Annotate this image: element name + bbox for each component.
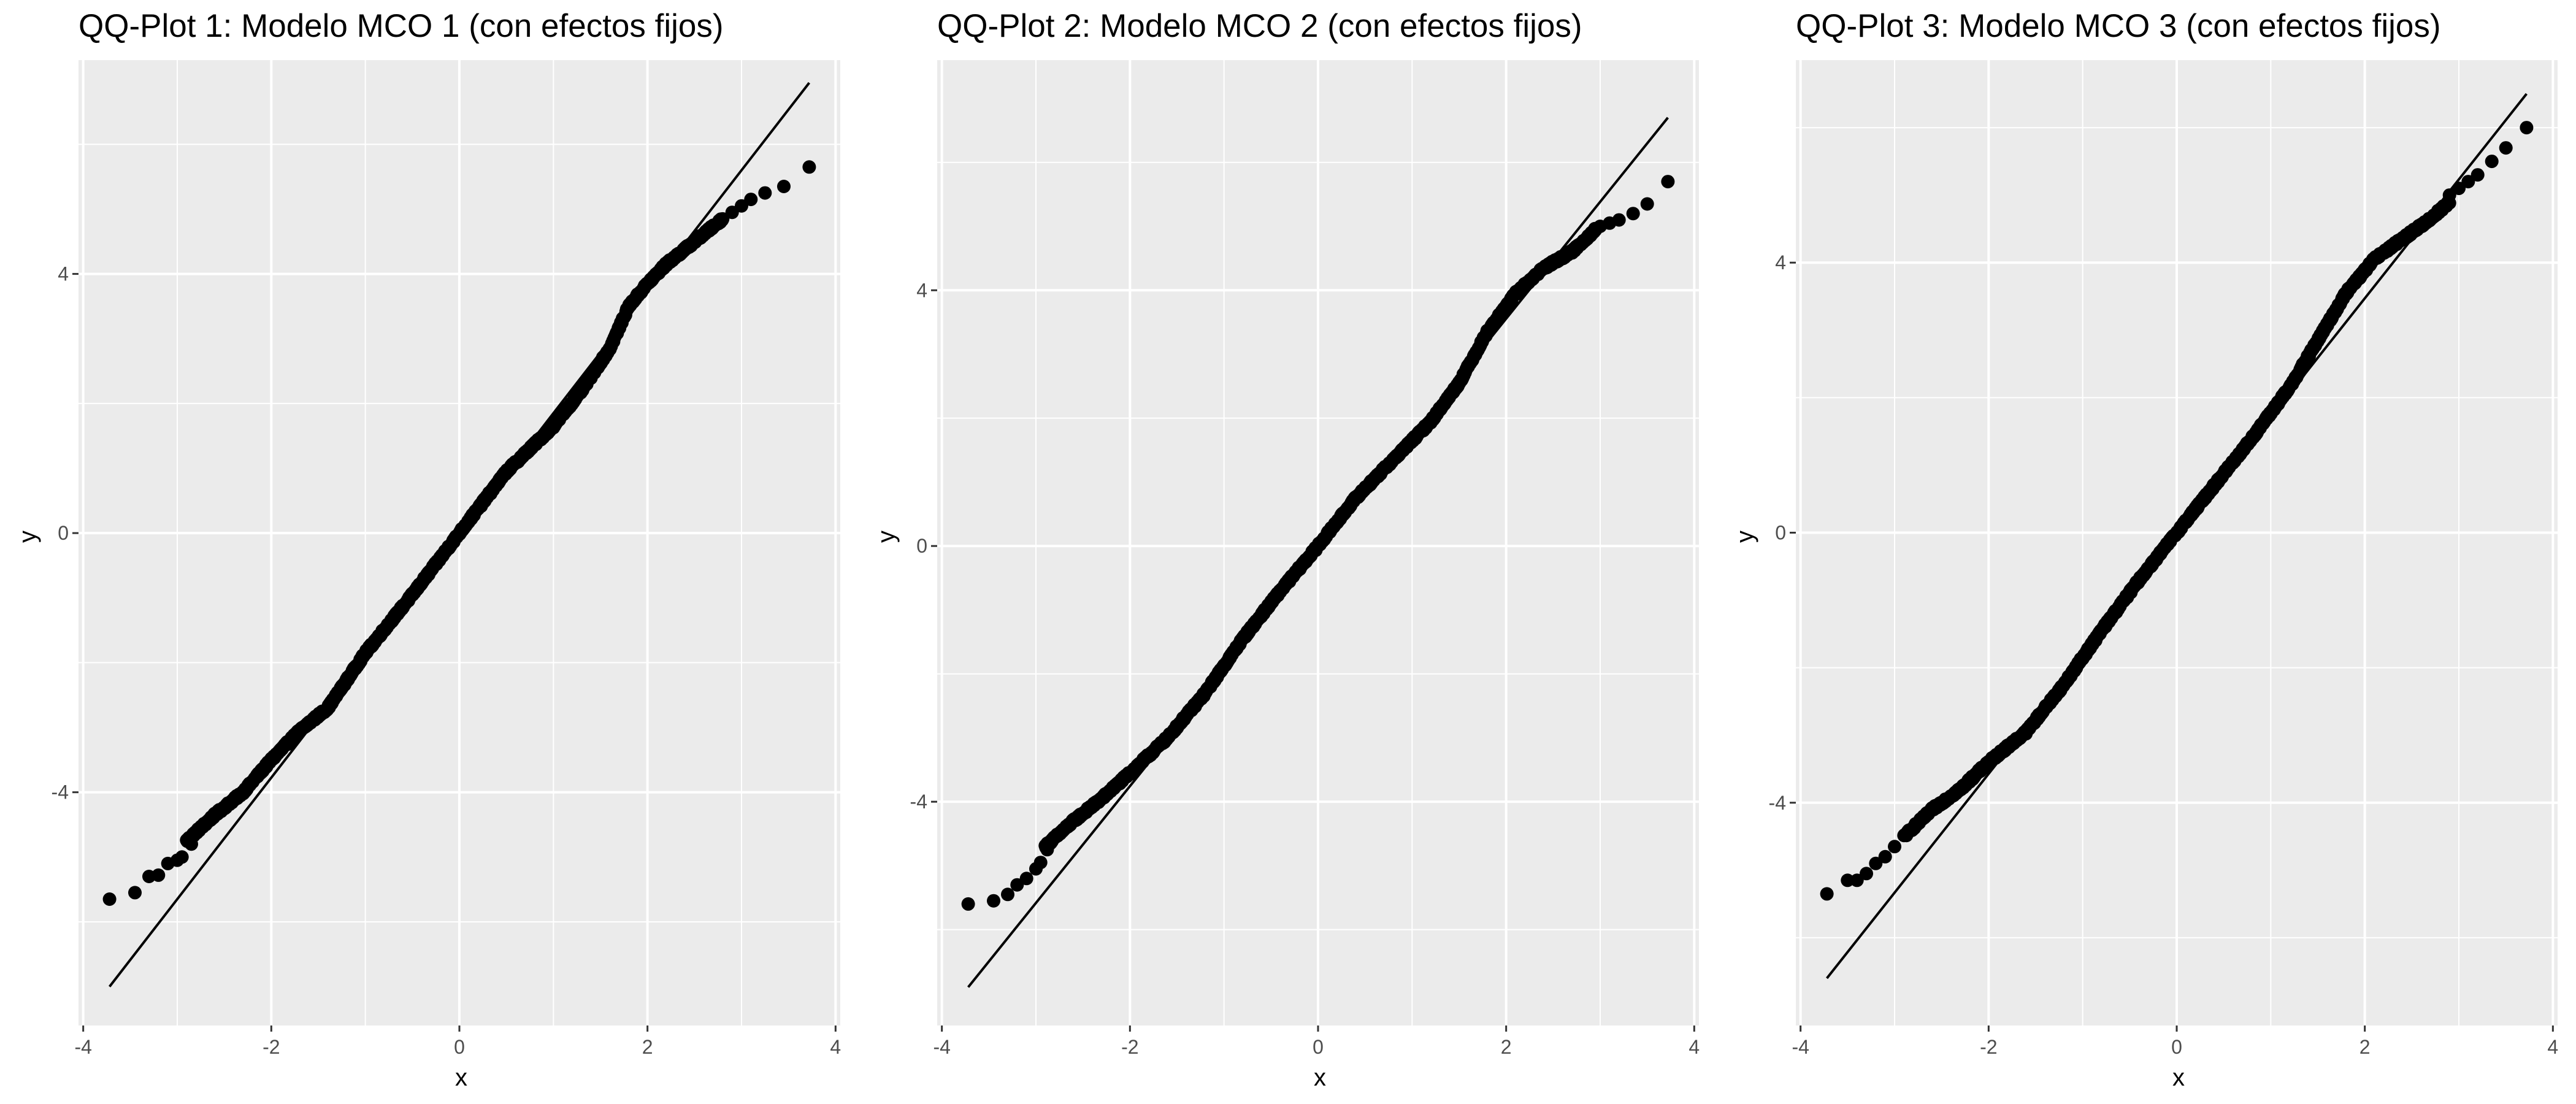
plot-area [79, 60, 840, 1025]
qq-point [1010, 878, 1024, 892]
qq-point [1878, 849, 1892, 864]
chart-title: QQ-Plot 3: Modelo MCO 3 (con efectos fij… [1796, 8, 2441, 44]
qq-point [735, 199, 748, 213]
x-tick-label: -4 [74, 1036, 91, 1058]
x-tick-label: 4 [2547, 1036, 2558, 1058]
qq-point [1019, 872, 1033, 886]
x-tick-label: 2 [642, 1036, 653, 1058]
qq-point [744, 193, 758, 207]
qq-point [102, 892, 117, 906]
y-tick-label: 4 [916, 279, 927, 301]
y-axis-title: y [14, 531, 41, 543]
qq-point [2485, 155, 2499, 169]
y-tick-label: 4 [1775, 251, 1786, 274]
y-axis-title: y [1731, 531, 1758, 543]
plot-area [1796, 60, 2558, 1025]
qq-plot-panel-1: QQ-Plot 1: Modelo MCO 1 (con efectos fij… [0, 0, 859, 1104]
qq-point [151, 868, 166, 882]
y-tick-label: 0 [1775, 521, 1786, 543]
x-tick-label: 4 [1689, 1036, 1700, 1058]
x-tick-label: -4 [1792, 1036, 1809, 1058]
qq-point [1841, 873, 1855, 887]
x-axis-title: x [2172, 1064, 2185, 1091]
qq-point [1860, 867, 1873, 881]
qq-point [185, 837, 198, 851]
qq-point [725, 205, 739, 220]
qq-point [758, 186, 772, 200]
y-tick-label: 0 [916, 535, 927, 557]
y-tick-label: 0 [58, 522, 69, 544]
x-tick-label: -2 [1980, 1036, 1997, 1058]
x-tick-label: 4 [830, 1036, 841, 1058]
x-tick-label: -2 [1121, 1036, 1138, 1058]
y-tick-label: 4 [58, 263, 69, 285]
y-tick-label: -4 [910, 791, 927, 813]
qq-point [987, 894, 1000, 908]
x-tick-label: 2 [1501, 1036, 1512, 1058]
qq-point [2442, 188, 2456, 202]
qq-point [1040, 843, 1054, 857]
x-tick-label: 2 [2359, 1036, 2371, 1058]
y-tick-label: -4 [52, 781, 69, 803]
qq-point [128, 886, 142, 900]
qq-point [1869, 856, 1883, 870]
chart-title: QQ-Plot 2: Modelo MCO 2 (con efectos fij… [937, 8, 1582, 44]
qq-point [175, 850, 189, 864]
qq-plot-panel-2: QQ-Plot 2: Modelo MCO 2 (con efectos fij… [859, 0, 1717, 1104]
qq-plot-2-svg: QQ-Plot 2: Modelo MCO 2 (con efectos fij… [873, 8, 1700, 1091]
x-tick-label: 0 [1313, 1036, 1324, 1058]
qq-point [1888, 840, 1901, 854]
y-tick-label: -4 [1769, 792, 1786, 814]
y-axis-title: y [873, 531, 900, 543]
qq-plot-1-svg: QQ-Plot 1: Modelo MCO 1 (con efectos fij… [14, 8, 841, 1091]
qq-point [2499, 141, 2513, 155]
qq-point [2452, 182, 2466, 196]
x-tick-label: -4 [933, 1036, 950, 1058]
chart-title: QQ-Plot 1: Modelo MCO 1 (con efectos fij… [79, 8, 724, 44]
qq-point [1640, 197, 1654, 211]
qq-point [777, 180, 791, 193]
qq-plot-panel-3: QQ-Plot 3: Modelo MCO 3 (con efectos fij… [1717, 0, 2576, 1104]
x-tick-label: 0 [2171, 1036, 2182, 1058]
qq-point [2471, 168, 2485, 182]
x-tick-label: 0 [454, 1036, 465, 1058]
qq-point [1612, 213, 1626, 227]
plot-area [937, 60, 1699, 1025]
qq-point [2520, 121, 2534, 135]
qq-point [961, 897, 975, 911]
qq-point [716, 212, 730, 226]
x-tick-label: -2 [263, 1036, 280, 1058]
qq-point [1820, 887, 1834, 901]
x-axis-title: x [1314, 1064, 1326, 1091]
qq-sample-points [961, 175, 1675, 911]
qq-sample-points [1820, 121, 2534, 901]
qq-point [1033, 856, 1048, 870]
qq-point [1001, 887, 1014, 902]
qq-point [1626, 207, 1640, 221]
x-axis-title: x [455, 1064, 467, 1091]
qq-sample-points [102, 160, 816, 906]
qq-plot-3-svg: QQ-Plot 3: Modelo MCO 3 (con efectos fij… [1731, 8, 2558, 1091]
qq-point [802, 160, 816, 174]
qq-point [1850, 873, 1864, 887]
qq-point [2461, 175, 2475, 189]
qq-point [1661, 175, 1675, 189]
